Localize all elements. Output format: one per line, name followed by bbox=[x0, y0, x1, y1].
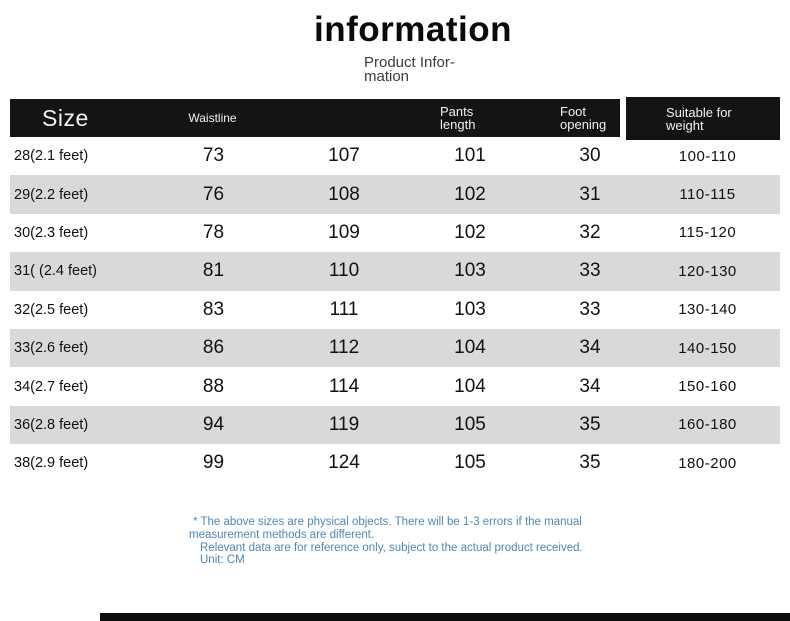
pants-length-cell: 102 bbox=[454, 221, 486, 243]
table-row: 30(2.3 feet) 78 109 102 32 115-120 bbox=[10, 213, 780, 253]
foot-opening-cell: 35 bbox=[579, 452, 601, 474]
weight-cell: 160-180 bbox=[678, 416, 737, 434]
pants-length-cell: 105 bbox=[454, 413, 486, 435]
bottom-divider-bar bbox=[100, 613, 790, 621]
waistline-cell: 83 bbox=[202, 298, 225, 320]
waistline-cell: 94 bbox=[202, 413, 225, 435]
size-cell: 30(2.3 feet) bbox=[14, 224, 89, 241]
hip-cell: 112 bbox=[328, 337, 360, 359]
hip-cell: 109 bbox=[328, 221, 360, 243]
footnote-line2: measurement methods are different. bbox=[189, 528, 375, 541]
size-cell: 29(2.2 feet) bbox=[14, 186, 89, 203]
size-cell: 38(2.9 feet) bbox=[14, 455, 89, 472]
weight-cell: 100-110 bbox=[678, 147, 737, 165]
footnotes: * The above sizes are physical objects. … bbox=[189, 516, 589, 567]
pants-length-cell: 102 bbox=[454, 183, 486, 205]
foot-opening-cell: 31 bbox=[579, 183, 601, 205]
foot-opening-cell: 34 bbox=[579, 375, 601, 397]
size-cell: 33(2.6 feet) bbox=[14, 340, 89, 357]
table-header-row: Size Waistline Pants length Foot opening… bbox=[10, 97, 780, 140]
weight-cell: 150-160 bbox=[678, 378, 737, 396]
pants-label-line1: Pants bbox=[440, 104, 474, 119]
foot-opening-cell: 33 bbox=[579, 298, 601, 320]
size-cell: 32(2.5 feet) bbox=[14, 301, 89, 318]
size-cell: 31( (2.4 feet) bbox=[14, 263, 98, 280]
column-header-waistline: Waistline bbox=[188, 111, 237, 125]
waistline-cell: 73 bbox=[202, 145, 225, 167]
column-header-size: Size bbox=[42, 104, 89, 131]
page-subtitle-line2: mation bbox=[364, 68, 410, 85]
footnote-unit: Unit: CM bbox=[200, 554, 245, 567]
table-row: 32(2.5 feet) 83 111 103 33 130-140 bbox=[10, 290, 780, 329]
page-title: information bbox=[314, 10, 512, 49]
pants-length-cell: 104 bbox=[454, 375, 486, 397]
weight-cell: 180-200 bbox=[678, 454, 737, 472]
weight-cell: 110-115 bbox=[679, 186, 736, 204]
page-subtitle: Product Infor- mation bbox=[364, 54, 455, 85]
table-row: 34(2.7 feet) 88 114 104 34 150-160 bbox=[10, 367, 780, 406]
table-row: 28(2.1 feet) 73 107 101 30 100-110 bbox=[10, 137, 780, 176]
footnote-line1: * The above sizes are physical objects. … bbox=[193, 516, 582, 528]
table-row: 29(2.2 feet) 76 108 102 31 110-115 bbox=[10, 175, 780, 214]
pants-length-cell: 101 bbox=[454, 145, 486, 167]
waistline-cell: 78 bbox=[202, 221, 225, 243]
pants-length-cell: 104 bbox=[454, 337, 486, 359]
foot-opening-cell: 30 bbox=[579, 145, 601, 167]
table-body: 28(2.1 feet) 73 107 101 30 100-110 29(2.… bbox=[10, 137, 780, 483]
table-row: 33(2.6 feet) 86 112 104 34 140-150 bbox=[10, 328, 780, 368]
hip-cell: 108 bbox=[328, 183, 360, 205]
table-row: 31( (2.4 feet) 81 110 103 33 120-130 bbox=[10, 252, 780, 291]
table-row: 38(2.9 feet) 99 124 105 35 180-200 bbox=[10, 444, 780, 483]
pants-length-cell: 105 bbox=[454, 452, 486, 474]
hip-cell: 107 bbox=[328, 145, 360, 167]
waistline-cell: 81 bbox=[202, 260, 225, 282]
hip-cell: 119 bbox=[328, 413, 360, 435]
table-row: 36(2.8 feet) 94 119 105 35 160-180 bbox=[10, 405, 780, 445]
foot-opening-cell: 32 bbox=[579, 221, 601, 243]
weight-cell: 140-150 bbox=[678, 339, 737, 357]
foot-label-line1: Foot bbox=[560, 104, 587, 119]
size-cell: 28(2.1 feet) bbox=[14, 148, 89, 165]
column-header-suitable-weight: Suitable for weight bbox=[626, 97, 780, 140]
page-subtitle-line1: Product Infor- bbox=[364, 54, 455, 71]
foot-label-line2: opening bbox=[560, 117, 607, 132]
foot-opening-cell: 35 bbox=[579, 413, 601, 435]
pants-length-cell: 103 bbox=[454, 260, 486, 282]
waistline-cell: 76 bbox=[202, 183, 225, 205]
hip-cell: 111 bbox=[329, 298, 359, 320]
weight-label-line2: weight bbox=[666, 117, 704, 133]
column-header-foot-opening: Foot opening bbox=[530, 105, 620, 131]
weight-cell: 115-120 bbox=[678, 224, 737, 242]
size-table: Size Waistline Pants length Foot opening… bbox=[10, 97, 780, 483]
foot-opening-cell: 33 bbox=[579, 260, 601, 282]
weight-cell: 130-140 bbox=[678, 301, 737, 319]
table-header-main: Size Waistline Pants length Foot opening bbox=[10, 99, 620, 137]
waistline-cell: 88 bbox=[202, 375, 225, 397]
pants-label-line2: length bbox=[440, 117, 476, 132]
pants-length-cell: 103 bbox=[454, 298, 486, 320]
weight-label-line1: Suitable for bbox=[666, 104, 732, 120]
foot-opening-cell: 34 bbox=[579, 337, 601, 359]
hip-cell: 114 bbox=[328, 375, 360, 397]
footnote-line3: Relevant data are for reference only, su… bbox=[200, 541, 583, 554]
size-cell: 36(2.8 feet) bbox=[14, 416, 89, 433]
hip-cell: 124 bbox=[328, 452, 360, 474]
hip-cell: 110 bbox=[328, 260, 360, 282]
size-cell: 34(2.7 feet) bbox=[14, 378, 89, 395]
waistline-cell: 99 bbox=[202, 452, 225, 474]
waistline-cell: 86 bbox=[202, 337, 225, 359]
column-header-pants-length: Pants length bbox=[430, 105, 530, 131]
weight-cell: 120-130 bbox=[678, 262, 737, 280]
